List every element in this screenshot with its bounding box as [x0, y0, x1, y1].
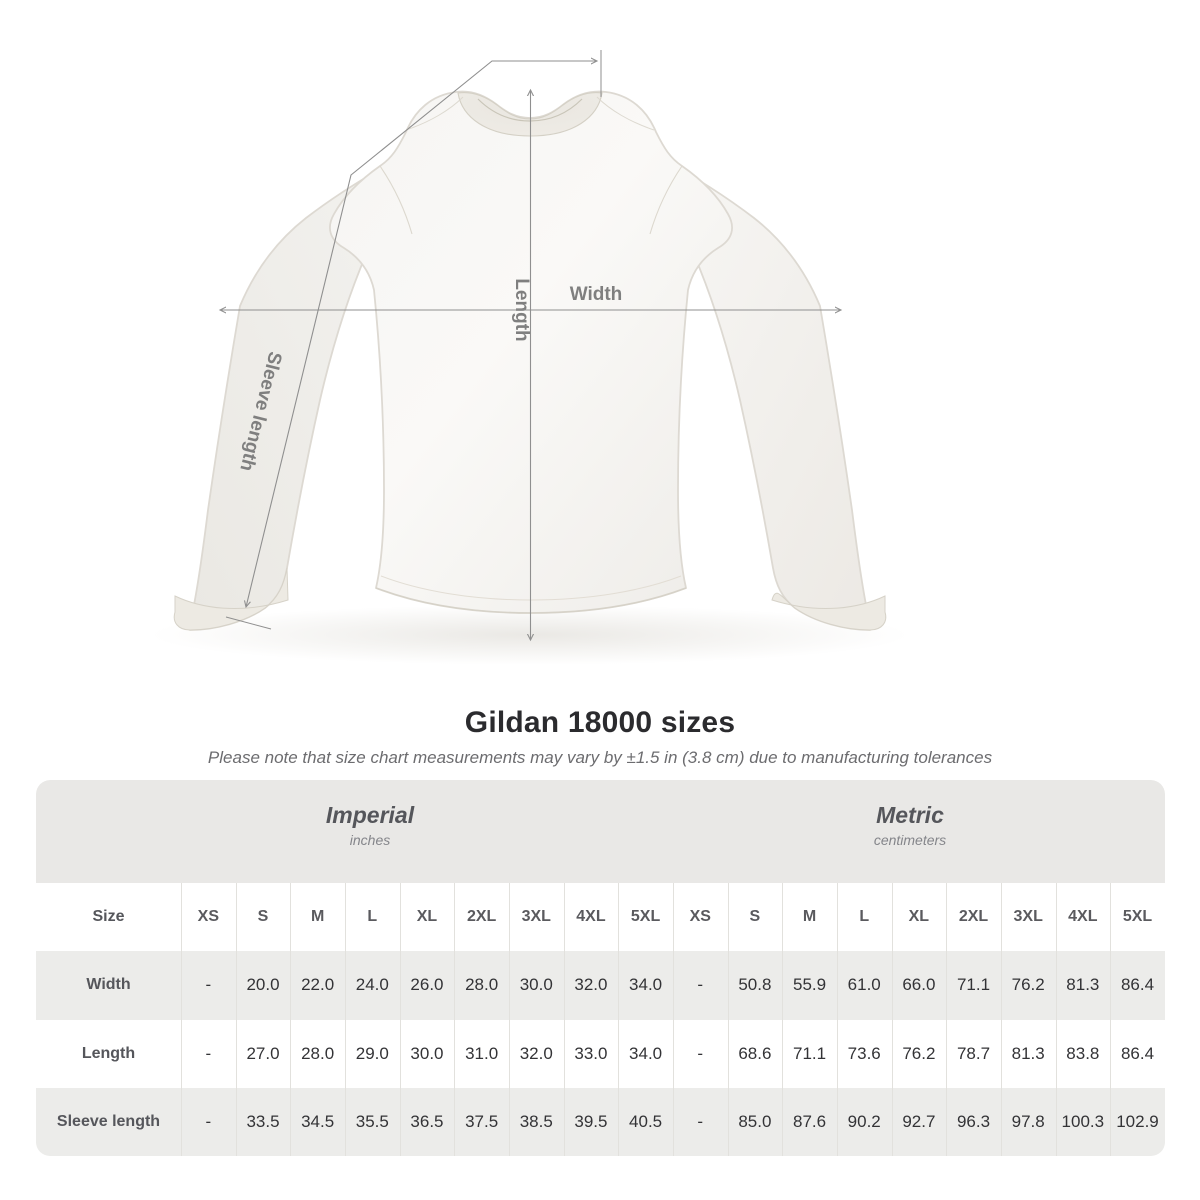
- svg-text:Width: Width: [570, 284, 623, 305]
